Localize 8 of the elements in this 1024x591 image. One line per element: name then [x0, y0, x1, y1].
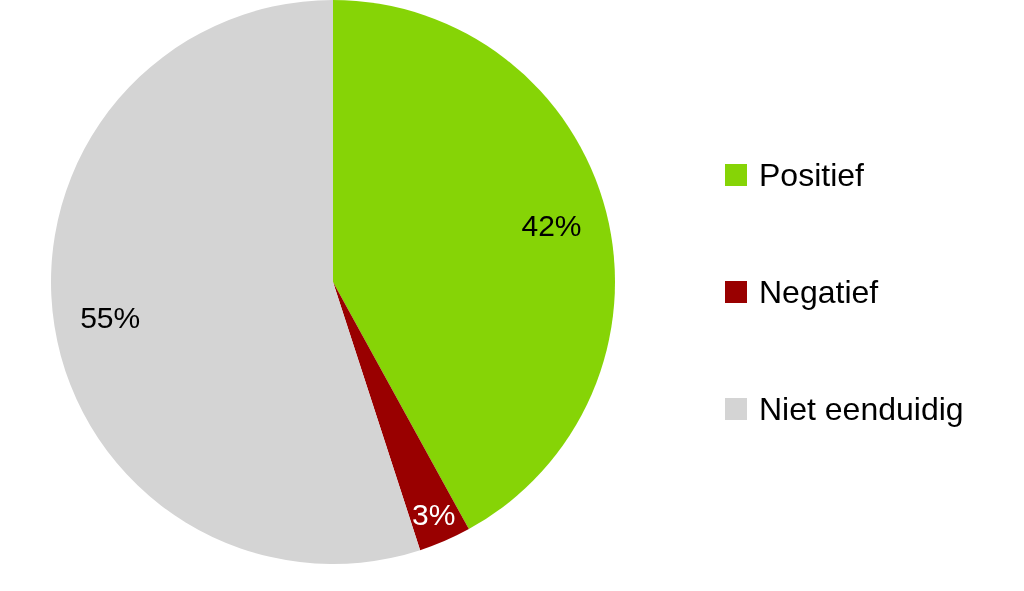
pie-slice — [333, 282, 469, 551]
legend-label: Positief — [759, 157, 865, 193]
data-label: 3% — [412, 498, 456, 532]
data-label: 55% — [80, 300, 141, 334]
data-label: 42% — [521, 209, 582, 243]
legend-label: Negatief — [759, 274, 879, 310]
pie-slice — [333, 0, 615, 530]
legend-label: Niet eenduidig — [759, 391, 964, 427]
